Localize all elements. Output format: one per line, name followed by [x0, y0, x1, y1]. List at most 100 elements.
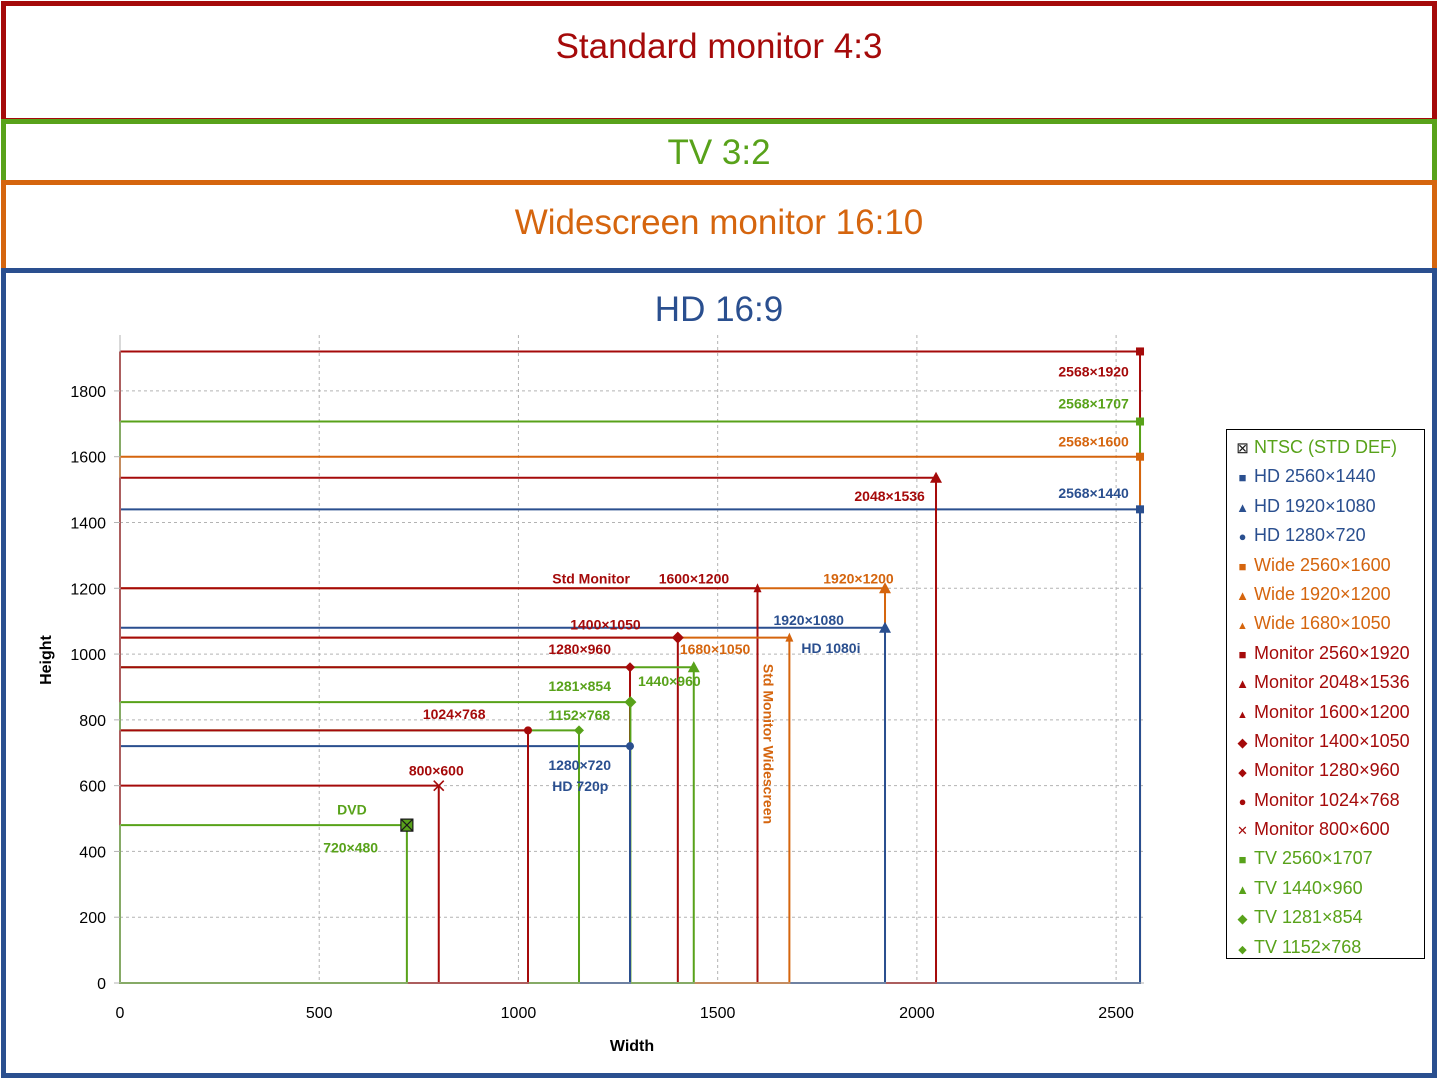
legend-marker-icon: ■ — [1238, 470, 1247, 486]
annotation-label: Std Monitor — [552, 571, 630, 587]
annotation-label: 1440×960 — [638, 673, 701, 689]
hd-band: HD 16:9 — [1, 268, 1437, 1078]
data-point — [433, 780, 445, 792]
annotation-label: 2568×1440 — [1058, 485, 1129, 501]
annotation-label: 1024×768 — [423, 706, 486, 722]
x-tick-label: 0 — [116, 1005, 125, 1022]
legend-label: TV 2560×1707 — [1254, 848, 1373, 869]
legend-marker-icon: ▲ — [1237, 708, 1248, 721]
legend-label: Monitor 2560×1920 — [1254, 642, 1410, 663]
y-tick-label: 200 — [79, 910, 106, 927]
data-point — [625, 662, 636, 673]
legend-label: HD 1280×720 — [1254, 525, 1366, 546]
x-tick-label: 2500 — [1098, 1005, 1134, 1022]
x-axis-title: Width — [610, 1038, 654, 1055]
annotation-label: 2568×1707 — [1058, 395, 1129, 411]
legend-marker-icon: ⊠ — [1236, 440, 1249, 457]
annotation-label: 2048×1536 — [854, 488, 925, 504]
data-point — [879, 621, 892, 633]
annotation-label: 1281×854 — [548, 678, 611, 694]
annotation-label: DVD — [337, 802, 367, 818]
chart-annotations: 2568×1920 2568×1707 2568×1600 2568×1440 2048… — [323, 363, 1129, 855]
annotation-label: 800×600 — [409, 762, 464, 778]
y-tick-label: 1600 — [70, 450, 106, 467]
legend-marker-icon: ◆ — [1237, 911, 1248, 927]
y-tick-label: 1800 — [70, 384, 106, 401]
data-point — [624, 696, 637, 709]
legend-item: ✕ Monitor 800×600 — [1235, 815, 1424, 844]
standard-monitor-title: Standard monitor 4:3 — [555, 27, 883, 66]
legend-item: ◆ TV 1152×768 — [1235, 933, 1424, 962]
hd-title: HD 16:9 — [654, 290, 784, 329]
data-point — [574, 725, 585, 736]
y-tick-label: 1000 — [70, 647, 106, 664]
x-tick-label: 500 — [306, 1005, 333, 1022]
legend-label: Wide 1680×1050 — [1254, 613, 1391, 634]
legend-marker-icon: ■ — [1238, 558, 1247, 574]
legend-marker-icon: ■ — [1238, 646, 1247, 662]
annotation-label: HD 720p — [552, 778, 608, 794]
legend-marker-icon: ◆ — [1238, 943, 1247, 956]
data-point — [753, 583, 762, 593]
legend-label: TV 1440×960 — [1254, 877, 1363, 898]
x-tick-label: 1000 — [501, 1005, 537, 1022]
legend-marker-icon: ✕ — [1237, 823, 1248, 839]
data-point — [400, 818, 414, 832]
data-point — [1136, 417, 1145, 426]
legend-item: ■ Monitor 2560×1920 — [1235, 639, 1424, 668]
series-line — [119, 636, 791, 984]
x-tick-label: 1500 — [700, 1005, 736, 1022]
y-tick-label: 800 — [79, 713, 106, 730]
legend-marker-icon: ▲ — [1236, 676, 1249, 692]
data-point — [626, 742, 635, 751]
legend-item: ▲ HD 1920×1080 — [1235, 492, 1424, 521]
chart-series — [119, 347, 1145, 984]
legend-label: TV 1281×854 — [1254, 907, 1363, 928]
legend-item: ◆ TV 1281×854 — [1235, 903, 1424, 932]
legend-label: Monitor 1280×960 — [1254, 760, 1400, 781]
legend-label: Monitor 2048×1536 — [1254, 672, 1410, 693]
legend-label: HD 1920×1080 — [1254, 495, 1376, 516]
annotation-label: HD 1080i — [801, 640, 860, 656]
legend-item: ⊠ NTSC (STD DEF) — [1235, 433, 1424, 462]
legend-item: ▲ TV 1440×960 — [1235, 874, 1424, 903]
legend-marker-icon: ▲ — [1236, 881, 1249, 897]
series-line — [119, 729, 581, 984]
legend-label: Wide 1920×1200 — [1254, 583, 1391, 604]
legend-marker-icon: ● — [1238, 529, 1247, 545]
legend-marker-icon: ● — [1238, 793, 1247, 809]
legend-item: ▲ Wide 1680×1050 — [1235, 609, 1424, 638]
x-tick-label: 2000 — [899, 1005, 935, 1022]
legend-label: Monitor 1400×1050 — [1254, 730, 1410, 751]
annotation-label: 1680×1050 — [680, 641, 751, 657]
data-point — [1136, 452, 1145, 461]
data-point — [687, 661, 700, 673]
legend-item: ▲ Monitor 2048×1536 — [1235, 668, 1424, 697]
y-tick-label: 0 — [97, 976, 106, 993]
data-point — [879, 582, 892, 594]
annotation-label: 1280×720 — [548, 757, 611, 773]
legend-item: ▲ Monitor 1600×1200 — [1235, 698, 1424, 727]
y-tick-label: 400 — [79, 844, 106, 861]
annotation-label: 1400×1050 — [570, 616, 641, 632]
legend-item: ■ TV 2560×1707 — [1235, 844, 1424, 873]
data-point — [524, 726, 533, 735]
widescreen-title: Widescreen monitor 16:10 — [514, 203, 924, 242]
data-point — [785, 632, 794, 642]
legend-item: ■ Wide 2560×1600 — [1235, 551, 1424, 580]
legend-item: ■ HD 2560×1440 — [1235, 462, 1424, 491]
tv-title: TV 3:2 — [667, 133, 771, 172]
legend-item: ▲ Wide 1920×1200 — [1235, 580, 1424, 609]
legend-item: ● Monitor 1024×768 — [1235, 786, 1424, 815]
legend-item: ● HD 1280×720 — [1235, 521, 1424, 550]
legend-label: HD 2560×1440 — [1254, 466, 1376, 487]
y-tick-label: 1400 — [70, 515, 106, 532]
legend-label: Monitor 1600×1200 — [1254, 701, 1410, 722]
legend-marker-icon: ▲ — [1236, 499, 1249, 515]
annotation-label: 1600×1200 — [659, 571, 730, 587]
legend-marker-icon: ◆ — [1238, 767, 1247, 780]
y-tick-label: 600 — [79, 779, 106, 796]
legend-label: NTSC (STD DEF) — [1254, 437, 1397, 457]
annotation-label: 2568×1920 — [1058, 363, 1129, 379]
